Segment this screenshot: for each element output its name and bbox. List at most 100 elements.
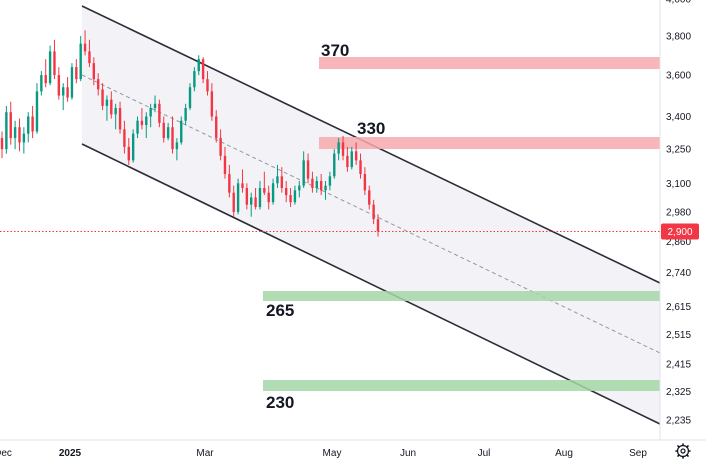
candle: [359, 153, 362, 179]
candle: [105, 95, 109, 121]
candle: [280, 167, 284, 193]
candle: [258, 180, 262, 210]
candle: [232, 185, 235, 217]
candle: [250, 192, 253, 217]
price-tick-label: 2,415: [666, 359, 691, 370]
candle: [368, 185, 371, 210]
zone-label-265: 265: [266, 301, 294, 320]
candlestick-series: [0, 30, 380, 237]
candle: [96, 73, 100, 96]
candle: [5, 105, 8, 154]
price-axis[interactable]: 4,000 3,800 3,600 3,400 3,250 3,100 2,980 2,860…: [666, 0, 691, 427]
support-zone-265: [263, 291, 660, 301]
candle: [40, 71, 43, 96]
candle: [346, 146, 349, 172]
zone-label-370: 370: [321, 41, 349, 60]
candle: [62, 83, 65, 111]
candle: [53, 39, 56, 80]
time-tick-label: Aug: [555, 448, 573, 459]
candle: [302, 151, 305, 188]
price-tick-label: 2,740: [666, 268, 691, 279]
candle: [184, 103, 187, 126]
candle: [350, 146, 353, 170]
resistance-zone-330: [319, 137, 660, 149]
candle: [145, 112, 148, 139]
candle: [223, 146, 227, 179]
candle: [136, 116, 139, 139]
candle: [13, 120, 17, 150]
candle: [215, 110, 218, 143]
zone-label-330: 330: [357, 119, 385, 138]
price-tick-label: 2,615: [666, 302, 691, 313]
candle: [83, 30, 87, 56]
candle: [123, 120, 126, 154]
candle: [289, 187, 292, 208]
candle: [110, 91, 113, 119]
candle: [276, 164, 279, 188]
zone-label-230: 230: [266, 393, 294, 412]
candle: [284, 180, 288, 203]
last-price-label: 2,900: [667, 227, 692, 238]
time-tick-label: Sep: [629, 448, 647, 459]
candle: [241, 169, 244, 193]
candle: [140, 108, 144, 130]
price-tick-label: 3,600: [666, 71, 691, 82]
candle: [18, 118, 21, 152]
channel-fill: [82, 6, 660, 424]
candle: [48, 45, 52, 86]
candle: [354, 142, 358, 165]
candle: [9, 101, 12, 145]
candle: [197, 55, 200, 76]
candle: [210, 83, 214, 121]
candle: [57, 67, 61, 100]
time-axis[interactable]: Dec 2025 Mar May Jun Jul Aug Sep: [0, 448, 647, 459]
price-tick-label: 3,250: [666, 145, 691, 156]
candle: [166, 122, 170, 141]
price-tick-label: 3,800: [666, 32, 691, 43]
candle: [101, 83, 104, 111]
price-tick-label: 2,515: [666, 330, 691, 341]
candle: [162, 116, 165, 143]
candle: [324, 180, 327, 200]
candle: [127, 138, 130, 165]
candle: [271, 178, 275, 205]
candle: [341, 135, 345, 161]
candle: [228, 164, 231, 198]
time-tick-label: Mar: [196, 448, 214, 459]
candle: [79, 36, 82, 82]
candle: [66, 77, 69, 102]
time-tick-label: Jul: [478, 448, 491, 459]
last-price-tag: 2,900: [661, 223, 699, 240]
candle: [298, 180, 301, 198]
candle: [70, 63, 74, 100]
settings-gear-icon[interactable]: [675, 443, 691, 459]
candle: [315, 176, 318, 193]
candle: [245, 183, 249, 210]
price-tick-label: 2,235: [666, 416, 691, 427]
candle: [306, 153, 310, 184]
candle: [263, 171, 266, 196]
candle: [376, 214, 380, 237]
candle: [236, 178, 240, 215]
candle: [180, 116, 183, 145]
time-tick-label: May: [323, 448, 342, 459]
candle: [188, 83, 192, 111]
time-tick-label: Jun: [400, 448, 416, 459]
candle: [333, 149, 336, 179]
candle: [92, 57, 96, 86]
price-tick-label: 2,860: [666, 237, 691, 248]
candle: [206, 71, 209, 96]
candle: [44, 59, 47, 88]
zone-labels: 370 330 265 230: [266, 41, 385, 412]
candle: [153, 95, 157, 113]
candle: [171, 116, 174, 154]
candle: [201, 57, 205, 84]
candle: [267, 185, 270, 210]
candle: [118, 101, 122, 134]
support-zone-230: [263, 380, 660, 391]
candle: [337, 138, 340, 161]
price-tick-label: 3,400: [666, 112, 691, 123]
candle: [149, 103, 152, 128]
price-zones: [263, 57, 660, 391]
